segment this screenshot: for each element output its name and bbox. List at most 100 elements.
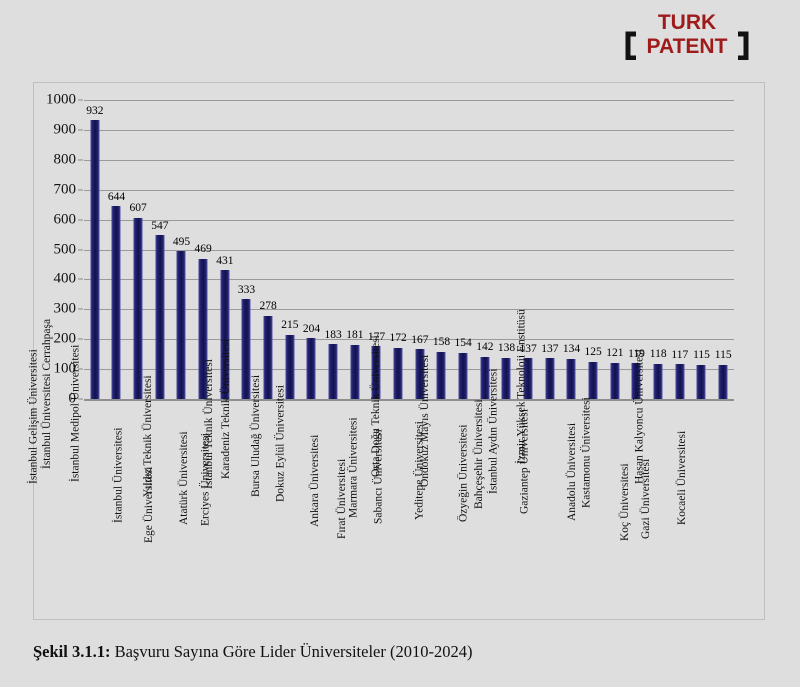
bar[interactable] bbox=[133, 217, 143, 399]
bar-slot: 644 bbox=[106, 100, 128, 399]
bar[interactable] bbox=[415, 349, 425, 399]
bar-slot: 177 bbox=[366, 100, 388, 399]
bar[interactable] bbox=[155, 235, 165, 399]
bar-slot: 117 bbox=[669, 100, 691, 399]
bar-slot: 137 bbox=[517, 100, 539, 399]
bar-slot: 172 bbox=[387, 100, 409, 399]
logo-bracket-right-icon bbox=[738, 31, 749, 60]
x-axis-label: Kocaeli Üniversitesi bbox=[676, 430, 689, 525]
bar-value-label: 932 bbox=[86, 104, 104, 117]
x-axis-label: Orta Doğu Teknik Üniversitesi bbox=[370, 335, 383, 477]
gridline bbox=[84, 309, 734, 311]
bar[interactable] bbox=[306, 338, 316, 399]
bar[interactable] bbox=[285, 334, 295, 399]
x-axis-labels-group: İstanbul Gelişim Üniversitesi İstanbul Ün… bbox=[27, 309, 734, 619]
bar[interactable] bbox=[241, 299, 251, 399]
gridline bbox=[84, 279, 734, 281]
bar-value-label: 121 bbox=[606, 347, 624, 360]
gridline bbox=[84, 189, 734, 191]
y-axis-tick-label: 600 bbox=[53, 211, 77, 228]
bar[interactable] bbox=[501, 357, 511, 399]
bar-slot: 121 bbox=[604, 100, 626, 399]
bar-value-label: 118 bbox=[649, 348, 667, 361]
bar[interactable] bbox=[393, 347, 403, 399]
bar-value-label: 215 bbox=[281, 319, 299, 332]
bar-value-label: 117 bbox=[671, 348, 689, 361]
x-axis-label: İstanbul Üniversitesi Cerrahpaşa bbox=[41, 318, 54, 469]
bar-value-label: 547 bbox=[151, 219, 169, 232]
bar[interactable] bbox=[111, 206, 121, 399]
bar-value-label: 125 bbox=[584, 346, 602, 359]
gridline bbox=[84, 369, 734, 371]
y-axis-tick-label: 400 bbox=[53, 270, 77, 287]
bar-value-label: 119 bbox=[628, 347, 645, 360]
bar-value-label: 172 bbox=[389, 332, 407, 345]
bar-value-label: 333 bbox=[237, 283, 256, 296]
bar[interactable] bbox=[675, 364, 685, 399]
x-axis-label: Koç Üniversitesi bbox=[619, 463, 632, 541]
bar-slot: 183 bbox=[322, 100, 344, 399]
bar[interactable] bbox=[436, 351, 446, 399]
y-axis-tick-mark bbox=[78, 338, 83, 340]
x-axis-label-slot: Orta Doğu Teknik Üniversitesi bbox=[371, 335, 453, 619]
x-axis-label: Hasan Kalyoncu Üniversitesi bbox=[634, 349, 647, 484]
x-axis-label: Ankara Üniversitesi bbox=[308, 434, 321, 527]
y-axis-tick-mark bbox=[78, 129, 83, 131]
bar-value-label: 137 bbox=[541, 342, 559, 355]
x-axis-label-slot: Hasan Kalyoncu Üniversitesi bbox=[634, 349, 713, 619]
bar[interactable] bbox=[350, 344, 360, 399]
bar[interactable] bbox=[566, 358, 576, 399]
bar-value-label: 181 bbox=[346, 329, 364, 342]
x-axis-label: Marmara Üniversitesi bbox=[347, 417, 360, 518]
bar[interactable] bbox=[263, 315, 273, 399]
logo-text-patent: PATENT bbox=[647, 35, 728, 58]
bar-slot: 181 bbox=[344, 100, 366, 399]
bar-value-label: 177 bbox=[367, 330, 386, 343]
bar-slot: 137 bbox=[539, 100, 561, 399]
x-axis-label: Ondokuz Mayıs Üniversitesi bbox=[418, 354, 431, 487]
bar-slot: 142 bbox=[474, 100, 496, 399]
bar-value-label: 137 bbox=[519, 342, 537, 355]
bar[interactable] bbox=[653, 363, 663, 399]
bar-slot: 495 bbox=[171, 100, 193, 399]
bar[interactable] bbox=[696, 364, 706, 399]
bar[interactable] bbox=[480, 356, 490, 399]
bar[interactable] bbox=[90, 120, 100, 399]
bar-value-label: 278 bbox=[259, 300, 277, 313]
bar[interactable] bbox=[545, 358, 555, 399]
bar[interactable] bbox=[371, 346, 381, 399]
bars-group: 932 644 607 547 495 469 431 333 278 215 204 183 181 1… bbox=[84, 100, 734, 399]
bar[interactable] bbox=[220, 270, 230, 399]
x-axis-label-slot: Marmara Üniversitesi bbox=[348, 399, 409, 619]
bar[interactable] bbox=[523, 358, 533, 399]
bar[interactable] bbox=[718, 364, 728, 399]
caption-prefix: Şekil 3.1.1: bbox=[33, 642, 111, 661]
bar-slot: 134 bbox=[561, 100, 583, 399]
x-axis-label-slot: İstanbul Gelişim Üniversitesi bbox=[27, 349, 106, 619]
chart-frame: 0 100 200 300 400 500 600 700 800 900 1000 932 644 6… bbox=[27, 82, 765, 620]
bar[interactable] bbox=[610, 362, 620, 399]
bar-slot: 115 bbox=[691, 100, 713, 399]
bar-slot: 167 bbox=[409, 100, 431, 399]
y-axis-tick-mark bbox=[78, 368, 83, 370]
x-axis-label: Bursa Uludağ Üniversitesi bbox=[250, 374, 263, 497]
bar[interactable] bbox=[631, 363, 641, 399]
x-axis-label: Dokuz Eylül Üniversitesi bbox=[274, 385, 287, 502]
bar[interactable] bbox=[328, 344, 338, 399]
bar-slot: 138 bbox=[496, 100, 518, 399]
bar-slot: 118 bbox=[647, 100, 669, 399]
gridline bbox=[84, 159, 734, 161]
x-axis-label: İstanbul Üniversitesi bbox=[112, 427, 125, 524]
bar[interactable] bbox=[176, 251, 186, 399]
y-axis-tick-label: 0 bbox=[68, 390, 77, 407]
y-axis-tick-label: 900 bbox=[53, 121, 77, 138]
bar[interactable] bbox=[458, 352, 468, 399]
bar[interactable] bbox=[198, 258, 208, 399]
gridline bbox=[84, 339, 734, 341]
bar-value-label: 469 bbox=[194, 243, 212, 256]
caption-text: Başvuru Sayına Göre Lider Üniversiteler … bbox=[110, 642, 473, 661]
x-axis-label: İzmir Yüksek Teknoloji Enstitüsü bbox=[515, 309, 528, 464]
y-axis-tick-label: 1000 bbox=[46, 91, 76, 108]
bar[interactable] bbox=[588, 361, 598, 399]
x-axis-label: İstanbul Medipol Üniversitesi bbox=[69, 344, 82, 482]
